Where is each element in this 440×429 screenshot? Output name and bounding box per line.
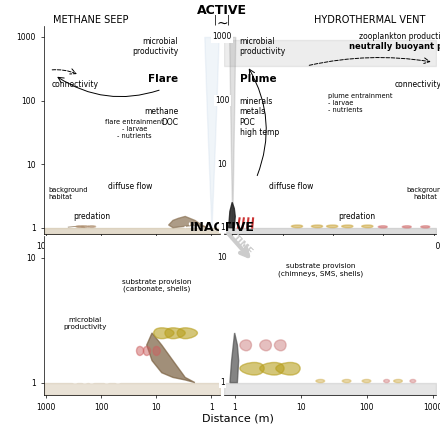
- Ellipse shape: [81, 226, 88, 227]
- Text: 1000: 1000: [213, 33, 232, 42]
- Text: connectivity: connectivity: [51, 80, 99, 89]
- Ellipse shape: [89, 380, 94, 383]
- Text: minerals
metals
POC
high temp: minerals metals POC high temp: [239, 97, 279, 137]
- Polygon shape: [230, 333, 238, 383]
- Text: 1: 1: [220, 223, 224, 232]
- Ellipse shape: [362, 379, 371, 383]
- Ellipse shape: [378, 226, 387, 228]
- Ellipse shape: [342, 379, 351, 383]
- Text: Flare: Flare: [148, 74, 178, 84]
- Text: predation: predation: [73, 212, 110, 221]
- Ellipse shape: [116, 380, 121, 383]
- Text: |: |: [214, 14, 217, 24]
- Text: ~: ~: [216, 17, 228, 30]
- Text: diffuse flow: diffuse flow: [108, 181, 152, 190]
- Text: methane
DOC: methane DOC: [144, 107, 178, 127]
- Ellipse shape: [165, 328, 185, 338]
- Ellipse shape: [143, 347, 150, 356]
- Text: Plume: Plume: [239, 74, 276, 84]
- Ellipse shape: [312, 225, 323, 228]
- Text: INACTIVE: INACTIVE: [190, 221, 255, 234]
- Ellipse shape: [73, 380, 77, 383]
- Ellipse shape: [410, 379, 416, 383]
- Ellipse shape: [342, 225, 353, 228]
- Ellipse shape: [88, 226, 95, 227]
- Text: HYDROTHERMAL VENT: HYDROTHERMAL VENT: [314, 15, 425, 25]
- Text: predation: predation: [338, 212, 375, 221]
- Text: ACTIVE: ACTIVE: [197, 4, 247, 17]
- Text: neutrally buoyant plume: neutrally buoyant plume: [348, 42, 440, 51]
- Text: |: |: [227, 14, 231, 24]
- Ellipse shape: [402, 226, 411, 228]
- Ellipse shape: [384, 379, 389, 383]
- Text: connectivity: connectivity: [395, 80, 440, 89]
- Polygon shape: [169, 217, 207, 228]
- Polygon shape: [147, 333, 195, 383]
- Text: substrate provision
(carbonate, shells): substrate provision (carbonate, shells): [122, 279, 191, 292]
- Ellipse shape: [275, 340, 286, 351]
- Ellipse shape: [326, 225, 338, 228]
- Ellipse shape: [276, 363, 300, 375]
- Ellipse shape: [260, 363, 284, 375]
- Ellipse shape: [177, 328, 198, 338]
- Ellipse shape: [316, 379, 325, 383]
- Text: METHANE SEEP: METHANE SEEP: [53, 15, 128, 25]
- Text: 100: 100: [215, 96, 229, 105]
- Ellipse shape: [240, 340, 252, 351]
- Ellipse shape: [154, 328, 174, 338]
- Text: TIME: TIME: [231, 233, 255, 257]
- Text: 10: 10: [217, 160, 227, 169]
- Text: substrate provision
(chimneys, SMS, shells): substrate provision (chimneys, SMS, shel…: [278, 263, 363, 277]
- Ellipse shape: [82, 380, 87, 383]
- Text: plume entrainment
- larvae
- nutrients: plume entrainment - larvae - nutrients: [328, 94, 392, 113]
- Polygon shape: [229, 202, 235, 228]
- Text: background
habitat: background habitat: [49, 187, 88, 199]
- Ellipse shape: [153, 347, 160, 356]
- Text: flare entrainment
- larvae
- nutrients: flare entrainment - larvae - nutrients: [105, 120, 164, 139]
- Text: zooplankton productivity: zooplankton productivity: [359, 33, 440, 42]
- Ellipse shape: [362, 225, 373, 228]
- Ellipse shape: [421, 226, 430, 228]
- Ellipse shape: [260, 340, 271, 351]
- Text: diffuse flow: diffuse flow: [269, 181, 314, 190]
- Text: microbial
productivity: microbial productivity: [239, 37, 286, 57]
- Ellipse shape: [291, 225, 303, 228]
- Text: Distance (m): Distance (m): [202, 413, 274, 423]
- Text: microbial
productivity: microbial productivity: [63, 317, 106, 329]
- Text: microbial
productivity: microbial productivity: [132, 37, 178, 57]
- Text: 1: 1: [220, 378, 224, 387]
- Ellipse shape: [240, 363, 264, 375]
- Ellipse shape: [76, 226, 83, 227]
- Ellipse shape: [394, 379, 402, 383]
- Text: 10: 10: [217, 254, 227, 263]
- Text: background
habitat: background habitat: [406, 187, 440, 199]
- Ellipse shape: [136, 347, 144, 356]
- Ellipse shape: [104, 380, 109, 383]
